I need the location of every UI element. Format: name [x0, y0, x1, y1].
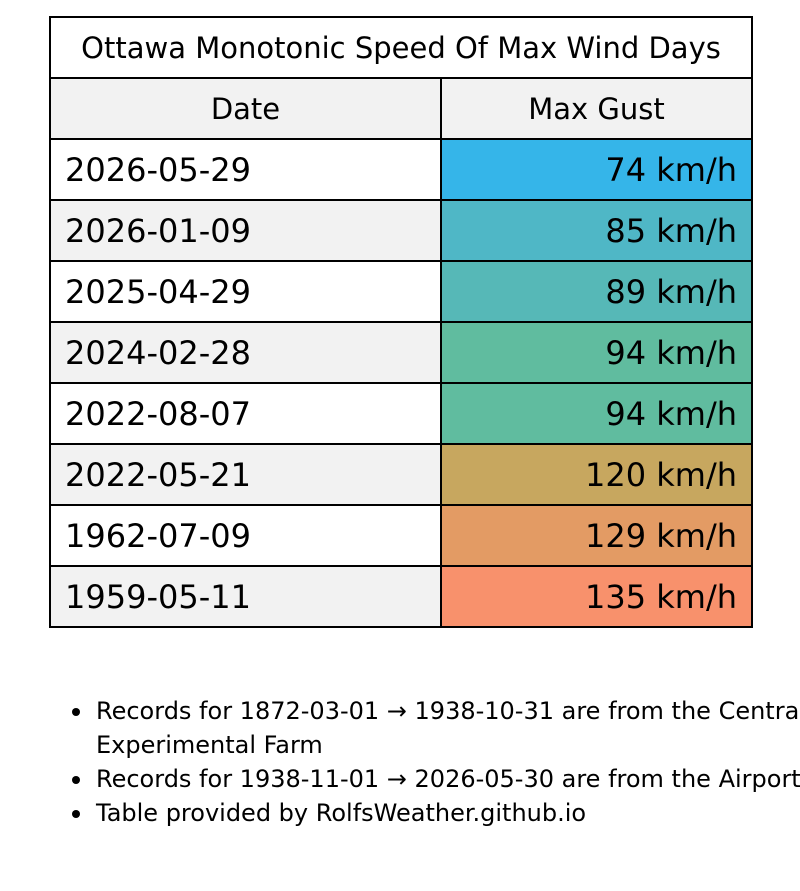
table-row: 2024-02-28 94 km/h — [49, 321, 754, 384]
gust-cell: 94 km/h — [439, 382, 754, 445]
column-header-date: Date — [49, 77, 442, 140]
gust-cell: 85 km/h — [439, 199, 754, 262]
gust-cell: 94 km/h — [439, 321, 754, 384]
note-text: Table provided by RolfsWeather.github.io — [96, 799, 587, 827]
notes-list: Records for 1872-03-01 → 1938-10-31 are … — [60, 694, 800, 830]
bullet-icon — [72, 810, 80, 818]
gust-cell: 120 km/h — [439, 443, 754, 506]
wind-records-table: Ottawa Monotonic Speed Of Max Wind Days … — [48, 16, 754, 628]
date-cell: 2026-05-29 — [49, 138, 442, 201]
table-row: 2026-01-09 85 km/h — [49, 199, 754, 262]
bullet-icon — [72, 708, 80, 716]
table-row: 2025-04-29 89 km/h — [49, 260, 754, 323]
date-cell: 1962-07-09 — [49, 504, 442, 567]
date-cell: 2022-08-07 — [49, 382, 442, 445]
date-cell: 2022-05-21 — [49, 443, 442, 506]
gust-cell: 74 km/h — [439, 138, 754, 201]
date-cell: 1959-05-11 — [49, 565, 442, 628]
date-cell: 2025-04-29 — [49, 260, 442, 323]
header-row: Date Max Gust — [49, 77, 754, 140]
title-row: Ottawa Monotonic Speed Of Max Wind Days — [48, 16, 754, 79]
table-row: 2026-05-29 74 km/h — [49, 138, 754, 201]
date-cell: 2026-01-09 — [49, 199, 442, 262]
wind-records-table-container: Ottawa Monotonic Speed Of Max Wind Days … — [48, 16, 754, 628]
note-text: Records for 1872-03-01 → 1938-10-31 are … — [96, 697, 800, 759]
list-item: Table provided by RolfsWeather.github.io — [72, 796, 800, 830]
table-row: 2022-08-07 94 km/h — [49, 382, 754, 445]
gust-cell: 129 km/h — [439, 504, 754, 567]
bullet-icon — [72, 776, 80, 784]
gust-cell: 135 km/h — [439, 565, 754, 628]
gust-cell: 89 km/h — [439, 260, 754, 323]
table-title: Ottawa Monotonic Speed Of Max Wind Days — [48, 16, 754, 79]
column-header-max-gust: Max Gust — [439, 77, 754, 140]
list-item: Records for 1938-11-01 → 2026-05-30 are … — [72, 762, 800, 796]
date-cell: 2024-02-28 — [49, 321, 442, 384]
table-row: 1959-05-11 135 km/h — [49, 565, 754, 628]
note-text: Records for 1938-11-01 → 2026-05-30 are … — [96, 765, 800, 793]
list-item: Records for 1872-03-01 → 1938-10-31 are … — [72, 694, 800, 762]
table-row: 2022-05-21 120 km/h — [49, 443, 754, 506]
table-row: 1962-07-09 129 km/h — [49, 504, 754, 567]
